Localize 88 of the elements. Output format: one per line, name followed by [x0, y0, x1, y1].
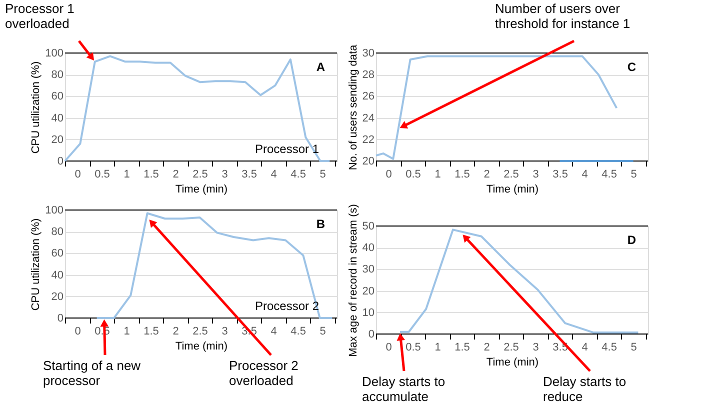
annotation: B: [316, 217, 326, 231]
x-tick-label: 4.5: [290, 326, 306, 338]
x-tick-label: 1: [124, 326, 130, 338]
y-axis-title: CPU utilization (%): [30, 218, 42, 311]
y-tick-label: 24: [362, 112, 374, 124]
line-series: [399, 228, 640, 334]
x-tick-label: 5: [320, 168, 326, 180]
x-tick-label: 2.5: [504, 168, 519, 180]
y-tick-label: 20: [362, 156, 374, 168]
y-tick-label: 60: [51, 248, 64, 260]
y-tick-label: 22: [362, 134, 374, 146]
x-tick-label: 1: [434, 342, 441, 354]
y-tick-label: 30: [362, 264, 374, 276]
x-tick-label: 5: [320, 326, 326, 338]
line-series: [375, 55, 618, 160]
x-tick-label: 4.5: [602, 168, 617, 180]
x-axis-title: Time (min): [175, 184, 228, 196]
x-tick-label: 3: [532, 168, 539, 180]
y-tick-label: 0: [57, 312, 64, 324]
y-tick-label: 50: [362, 220, 374, 232]
y-tick-label: 26: [362, 90, 374, 103]
x-axis-title: Time (min): [175, 340, 228, 352]
annotation: Starting of a new processor: [43, 358, 142, 388]
x-tick-label: 0: [386, 168, 392, 180]
annotation: Processor 2: [254, 299, 320, 313]
x-tick-label: 0.5: [406, 342, 421, 354]
y-axis-title: No. of users sending data: [347, 44, 360, 170]
x-tick-label: 1.5: [144, 326, 159, 338]
x-axis-title: Time (min): [486, 184, 539, 196]
x-tick-label: 2.5: [504, 342, 519, 354]
annotation: Processor 1 overloaded: [5, 1, 74, 31]
y-axis-title: Max age of record in stream (s): [347, 204, 360, 357]
x-tick-label: 3.5: [552, 168, 568, 180]
annotation: Delay starts to reduce: [543, 374, 626, 404]
line-series: [96, 212, 334, 319]
y-tick-label: 28: [362, 69, 374, 82]
line-series: [64, 55, 331, 162]
y-tick-label: 20: [51, 134, 64, 146]
y-tick-label: 40: [362, 242, 374, 254]
annotation: Processor 1: [254, 142, 320, 156]
y-tick-label: 100: [45, 48, 64, 60]
x-tick-label: 4.5: [602, 342, 617, 354]
x-tick-label: 1.5: [144, 168, 159, 180]
annotation: C: [627, 60, 636, 74]
x-tick-label: 0.5: [406, 168, 421, 180]
x-tick-label: 3.5: [242, 168, 257, 180]
y-tick-label: 80: [51, 69, 64, 82]
y-tick-label: 40: [51, 112, 64, 124]
x-tick-label: 2: [172, 168, 179, 180]
x-tick-label: 2.5: [192, 326, 208, 338]
x-tick-label: 2.5: [192, 168, 208, 180]
x-tick-label: 2: [172, 326, 179, 338]
x-tick-label: 5: [630, 342, 637, 354]
x-tick-label: 0: [74, 326, 81, 338]
x-axis-title: Time (min): [486, 356, 539, 368]
x-tick-label: 1.5: [454, 342, 470, 354]
x-tick-label: 4.5: [290, 168, 306, 180]
annotation: D: [627, 233, 636, 247]
y-tick-label: 80: [51, 226, 64, 238]
x-tick-label: 5: [630, 168, 637, 180]
annotation: Delay starts to accumulate: [362, 374, 446, 404]
y-tick-label: 20: [362, 285, 374, 298]
y-axis-title: CPU utilization (%): [30, 61, 42, 154]
annotation: Number of users over threshold for instance 1: [495, 1, 630, 31]
x-tick-label: 1.5: [454, 168, 470, 180]
x-tick-label: 3: [532, 342, 539, 354]
x-tick-label: 1: [434, 168, 441, 180]
annotation: Processor 2 overloaded: [229, 358, 298, 388]
y-tick-label: 100: [45, 204, 64, 216]
x-tick-label: 0: [74, 168, 81, 180]
x-tick-label: 0: [386, 342, 392, 354]
y-tick-label: 40: [51, 269, 64, 282]
x-tick-label: 4: [582, 342, 588, 354]
x-tick-label: 3: [222, 168, 228, 180]
x-tick-label: 3: [222, 326, 228, 338]
y-tick-label: 30: [362, 48, 374, 60]
x-tick-label: 4: [270, 168, 277, 180]
y-tick-label: 10: [362, 306, 374, 319]
annotation: A: [316, 60, 326, 74]
x-tick-label: 2: [484, 168, 490, 180]
x-tick-label: 4: [582, 168, 588, 180]
y-tick-label: 0: [57, 156, 64, 168]
x-tick-label: 2: [484, 342, 490, 354]
x-tick-label: 0.5: [94, 168, 110, 180]
y-tick-label: 60: [51, 90, 64, 103]
x-tick-label: 4: [270, 326, 277, 338]
y-tick-label: 20: [51, 290, 64, 303]
x-tick-label: 1: [124, 168, 130, 180]
